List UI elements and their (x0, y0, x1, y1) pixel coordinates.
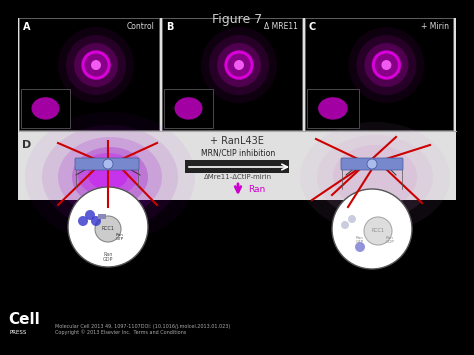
Text: Ran
GDP: Ran GDP (103, 252, 113, 262)
Text: Ran
GTP: Ran GTP (116, 233, 124, 241)
Bar (305, 18, 453, 130)
Circle shape (348, 215, 356, 223)
Text: A: A (23, 22, 30, 32)
Text: + Mirin: + Mirin (421, 22, 449, 31)
Text: ΔMre11-ΔCtIP-mirin: ΔMre11-ΔCtIP-mirin (204, 174, 272, 180)
Ellipse shape (58, 137, 162, 217)
Text: Control: Control (127, 22, 155, 31)
Text: Copyright © 2013 Elsevier Inc.  Terms and Conditions: Copyright © 2013 Elsevier Inc. Terms and… (55, 329, 186, 335)
Ellipse shape (72, 147, 148, 207)
Circle shape (95, 216, 121, 242)
Circle shape (348, 27, 424, 103)
Text: B: B (166, 22, 173, 32)
FancyBboxPatch shape (75, 158, 139, 170)
Bar (164, 89, 213, 128)
Text: MRN/CtIP inhibition: MRN/CtIP inhibition (201, 148, 275, 157)
Bar (21, 89, 70, 128)
Ellipse shape (174, 97, 202, 120)
Circle shape (364, 217, 392, 245)
Circle shape (66, 35, 126, 95)
Text: + RanL43E: + RanL43E (210, 136, 264, 146)
Text: PRESS: PRESS (10, 330, 27, 335)
Circle shape (81, 50, 111, 80)
Bar (98, 214, 106, 219)
Circle shape (68, 187, 148, 267)
FancyBboxPatch shape (341, 158, 403, 170)
FancyBboxPatch shape (18, 18, 456, 200)
Ellipse shape (333, 145, 417, 209)
Text: Ran
GTP: Ran GTP (356, 236, 364, 244)
Text: Molecular Cell 2013 49, 1097-1107DOI: (10.1016/j.molcel.2013.01.023): Molecular Cell 2013 49, 1097-1107DOI: (1… (55, 324, 230, 329)
Ellipse shape (300, 122, 450, 232)
Text: Ran: Ran (248, 186, 265, 195)
Circle shape (201, 27, 277, 103)
Text: D: D (22, 140, 31, 150)
Circle shape (365, 43, 409, 87)
Circle shape (224, 50, 254, 80)
Circle shape (332, 189, 412, 269)
Text: RCC1: RCC1 (372, 229, 384, 234)
Bar (19, 18, 159, 130)
Circle shape (341, 221, 349, 229)
Circle shape (91, 60, 101, 70)
Text: RCC1: RCC1 (101, 226, 115, 231)
Text: C: C (309, 22, 316, 32)
Text: Ran
GDP: Ran GDP (385, 236, 394, 244)
FancyBboxPatch shape (185, 160, 289, 173)
Ellipse shape (78, 153, 138, 197)
Text: Δ MRE11: Δ MRE11 (264, 22, 298, 31)
Circle shape (209, 35, 269, 95)
Circle shape (382, 60, 392, 70)
Ellipse shape (25, 112, 195, 242)
Circle shape (103, 159, 113, 169)
Circle shape (74, 43, 118, 87)
Circle shape (78, 216, 88, 226)
Text: Cell: Cell (8, 312, 40, 327)
Circle shape (367, 159, 377, 169)
Bar (307, 89, 359, 128)
Ellipse shape (42, 125, 178, 229)
Bar (162, 18, 302, 130)
Circle shape (356, 35, 416, 95)
Circle shape (91, 216, 101, 226)
Ellipse shape (31, 97, 60, 120)
Ellipse shape (317, 135, 433, 219)
Ellipse shape (88, 160, 128, 190)
Circle shape (372, 50, 401, 80)
Circle shape (85, 210, 95, 220)
Circle shape (355, 242, 365, 252)
Text: Figure 7: Figure 7 (212, 13, 262, 26)
Ellipse shape (318, 97, 348, 120)
Circle shape (217, 43, 261, 87)
Circle shape (234, 60, 244, 70)
Circle shape (58, 27, 134, 103)
